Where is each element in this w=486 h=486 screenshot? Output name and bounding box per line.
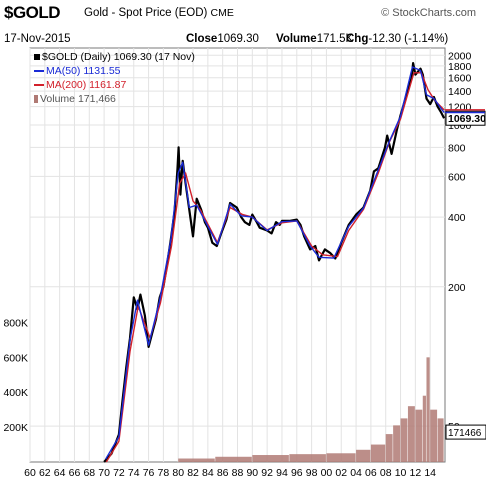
legend-volume: Volume 171,466 xyxy=(34,93,116,105)
x-tick-label: 68 xyxy=(83,467,95,479)
volume-tick-label: 200K xyxy=(3,422,28,434)
y-tick-label: 2000 xyxy=(448,50,472,62)
y-tick-label: 600 xyxy=(448,171,466,183)
description-text: Gold - Spot Price (EOD) xyxy=(84,7,208,19)
volume-bar xyxy=(385,434,393,462)
x-tick-label: 10 xyxy=(395,467,407,479)
x-tick-label: 78 xyxy=(158,467,170,479)
volume-label: Volume xyxy=(276,33,317,45)
volume-bar xyxy=(400,418,408,462)
chg-value: -12.30 (-1.14%) xyxy=(368,33,449,45)
volume-tick-label: 400K xyxy=(3,387,28,399)
y-tick-label: 800 xyxy=(448,142,466,154)
x-tick-label: 84 xyxy=(202,467,214,479)
last-price-box xyxy=(445,110,486,126)
legend-main: $GOLD (Daily) 1069.30 (17 Nov) xyxy=(34,51,195,63)
last-volume-label: 171466 xyxy=(448,428,482,439)
x-tick-label: 76 xyxy=(143,467,155,479)
volume-bar xyxy=(370,444,386,462)
symbol-title: $GOLD xyxy=(4,3,61,22)
volume-value: 171.5K xyxy=(316,33,354,45)
y-tick-label: 200 xyxy=(448,282,466,294)
volume-bar xyxy=(426,357,430,462)
volume-bar xyxy=(422,395,426,462)
x-tick-label: 92 xyxy=(261,467,273,479)
x-tick-label: 86 xyxy=(217,467,229,479)
y-tick-label: 400 xyxy=(448,212,466,224)
x-tick-label: 72 xyxy=(113,467,125,479)
volume-tick-label: 800K xyxy=(3,317,28,329)
close-quote: Close 1069.30 xyxy=(186,33,259,45)
x-tick-label: 88 xyxy=(232,467,244,479)
volume-bar xyxy=(407,406,415,462)
chart-date: 17-Nov-2015 xyxy=(4,33,71,45)
y-tick-label: 1400 xyxy=(448,86,472,98)
x-tick-label: 96 xyxy=(291,467,303,479)
change-quote: Chg -12.30 (-1.14%) xyxy=(346,33,448,45)
stockcharts-brand[interactable]: © StockCharts.com xyxy=(381,7,476,19)
volume-bar xyxy=(252,455,289,462)
x-tick-label: 70 xyxy=(98,467,110,479)
x-tick-label: 00 xyxy=(321,467,333,479)
x-tick-label: 60 xyxy=(24,467,36,479)
volume-tick-label: 600K xyxy=(3,352,28,364)
volume-bar xyxy=(415,409,423,462)
volume-bar xyxy=(393,425,401,462)
ma50-line xyxy=(104,66,445,460)
close-value: 1069.30 xyxy=(217,33,259,45)
volume-bar xyxy=(430,409,438,462)
x-tick-label: 82 xyxy=(187,467,199,479)
x-tick-label: 90 xyxy=(246,467,258,479)
volume-bar xyxy=(215,456,252,462)
y-tick-label: 1200 xyxy=(448,102,472,114)
last-price-label: 1069.30 xyxy=(448,113,486,125)
volume-bar xyxy=(289,454,326,462)
x-tick-label: 62 xyxy=(39,467,51,479)
symbol-description: Gold - Spot Price (EOD) CME xyxy=(84,7,234,19)
x-tick-label: 14 xyxy=(424,467,436,479)
x-tick-label: 12 xyxy=(410,467,422,479)
x-tick-label: 02 xyxy=(335,467,347,479)
volume-bar xyxy=(356,449,371,462)
x-tick-label: 08 xyxy=(380,467,392,479)
ma200-swatch-icon xyxy=(34,84,44,87)
legend-ma50-text: MA(50) 1131.55 xyxy=(46,65,121,77)
x-tick-label: 64 xyxy=(54,467,66,479)
ma50-swatch-icon xyxy=(34,70,44,73)
volume-quote: Volume 171.5K xyxy=(276,33,353,45)
volume-bar xyxy=(437,418,444,462)
price-swatch-icon xyxy=(34,54,40,61)
y-tick-label: 1600 xyxy=(448,73,472,85)
x-tick-label: 94 xyxy=(276,467,288,479)
legend-ma200-text: MA(200) 1161.87 xyxy=(46,79,127,91)
x-tick-label: 98 xyxy=(306,467,318,479)
close-label: Close xyxy=(186,33,218,45)
volume-bar xyxy=(178,458,215,462)
x-tick-label: 80 xyxy=(172,467,184,479)
x-tick-label: 04 xyxy=(350,467,362,479)
chg-label: Chg xyxy=(346,33,369,45)
volume-swatch-icon xyxy=(34,95,38,104)
last-volume-box xyxy=(445,424,486,440)
volume-bar xyxy=(326,453,356,462)
legend-main-text: $GOLD (Daily) 1069.30 (17 Nov) xyxy=(42,51,195,63)
legend-volume-text: Volume 171,466 xyxy=(40,93,116,105)
x-tick-label: 06 xyxy=(365,467,377,479)
legend-ma50: MA(50) 1131.55 xyxy=(34,65,121,77)
x-tick-label: 74 xyxy=(128,467,140,479)
x-tick-label: 66 xyxy=(69,467,81,479)
legend-ma200: MA(200) 1161.87 xyxy=(34,79,126,91)
exchange-text: CME xyxy=(210,7,234,19)
y-tick-label: 1800 xyxy=(448,61,472,73)
